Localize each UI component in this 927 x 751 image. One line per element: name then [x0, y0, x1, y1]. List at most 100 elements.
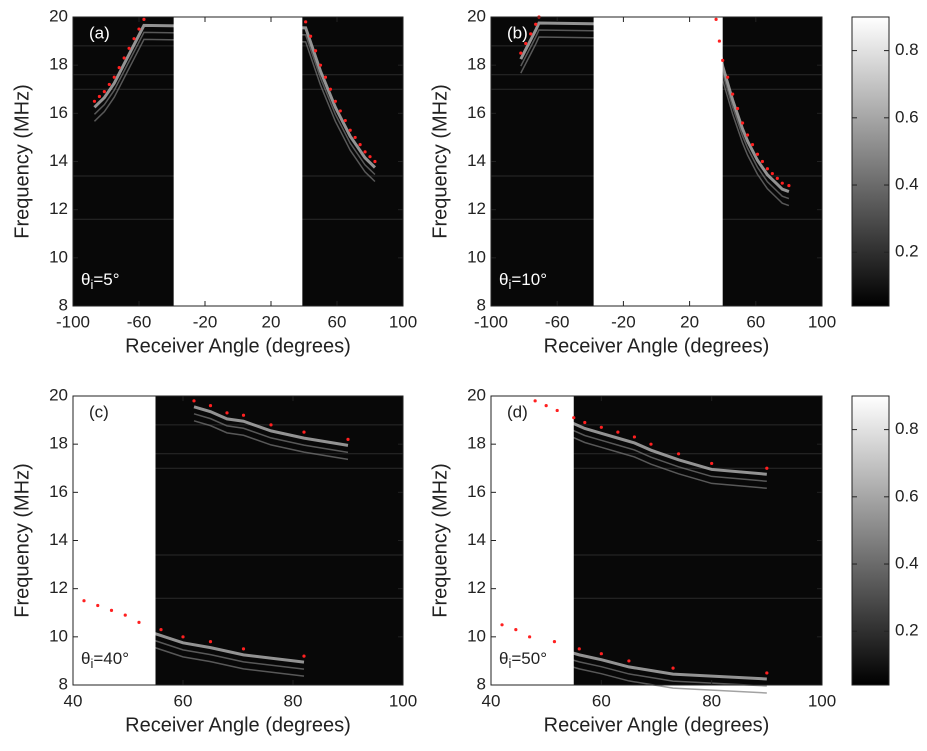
data-point: [348, 128, 352, 132]
x-tick-label: 40: [482, 691, 501, 710]
data-point: [726, 75, 730, 79]
colorbar-tick-label: 0.4: [895, 175, 919, 194]
y-tick-label: 10: [49, 626, 68, 645]
colorbar-tick-label: 0.6: [895, 107, 919, 126]
data-point: [671, 666, 675, 670]
x-tick-label: 80: [284, 691, 303, 710]
data-point: [181, 635, 185, 639]
annotation-subscript: i: [508, 656, 511, 671]
y-tick-label: 8: [59, 295, 68, 314]
masked-region: [73, 396, 156, 685]
x-axis-label: Receiver Angle (degrees): [544, 714, 770, 736]
x-tick-label: 100: [389, 691, 417, 710]
data-point: [353, 135, 357, 140]
y-tick-label: 20: [49, 385, 68, 404]
data-point: [318, 63, 323, 67]
y-tick-label: 14: [49, 151, 68, 170]
data-point: [519, 51, 523, 55]
y-tick-label: 20: [467, 6, 486, 25]
colorbar-tick-label: 0.4: [895, 554, 919, 573]
annotation-text: =5°: [93, 270, 119, 289]
data-point: [735, 106, 740, 111]
data-point: [123, 613, 127, 617]
data-point: [338, 109, 342, 113]
y-tick-label: 20: [49, 6, 68, 25]
data-point: [323, 75, 328, 79]
data-point: [96, 603, 100, 608]
streak: [93, 31, 376, 176]
data-point: [122, 56, 126, 60]
data-point: [328, 87, 332, 91]
y-tick-label: 12: [467, 199, 486, 218]
y-tick-label: 16: [49, 482, 68, 501]
data-point: [721, 58, 725, 62]
data-point: [304, 20, 308, 24]
x-axis-label: Receiver Angle (degrees): [125, 714, 351, 736]
data-point: [765, 671, 769, 675]
annotation-text: =50°: [511, 649, 547, 668]
data-point: [583, 420, 587, 425]
panel-annotation: θi=10°: [499, 270, 547, 292]
annotation-text: =40°: [93, 649, 129, 668]
data-point: [750, 143, 755, 147]
data-point: [760, 159, 765, 164]
data-point: [208, 404, 213, 408]
data-point: [241, 413, 246, 417]
data-point: [775, 176, 779, 180]
data-point: [92, 99, 97, 103]
data-point: [555, 408, 559, 413]
colorbar: [851, 16, 890, 307]
data-point: [117, 65, 121, 70]
data-point: [528, 635, 532, 639]
y-tick-label: 16: [467, 482, 486, 501]
x-tick-label: 20: [262, 312, 281, 331]
x-tick-label: 100: [389, 312, 417, 331]
streak: [193, 413, 349, 454]
x-tick-label: 100: [808, 691, 836, 710]
masked-region: [173, 17, 303, 306]
y-tick-label: 8: [477, 295, 486, 314]
x-tick-label: -60: [545, 312, 570, 331]
y-tick-label: 8: [59, 674, 68, 693]
data-point: [731, 92, 735, 96]
panel-label: (b): [507, 23, 528, 42]
colorbar: [851, 395, 890, 686]
data-point: [159, 628, 163, 632]
data-point: [649, 442, 653, 446]
colorbar-tick-label: 0.8: [895, 40, 919, 59]
colorbar-tick-label: 0.8: [895, 419, 919, 438]
data-point: [127, 46, 131, 50]
data-point: [137, 620, 141, 624]
x-tick-label: 60: [746, 312, 765, 331]
panel-annotation: θi=40°: [81, 649, 129, 671]
data-point: [552, 640, 557, 644]
x-tick-label: -20: [611, 312, 636, 331]
y-tick-label: 14: [49, 530, 68, 549]
annotation-text: =10°: [511, 270, 547, 289]
data-point: [82, 599, 86, 603]
data-point: [241, 647, 246, 651]
streak: [93, 23, 376, 169]
panel-label: (c): [89, 402, 109, 421]
data-point: [524, 41, 528, 46]
data-point: [616, 430, 620, 434]
data-point: [534, 22, 538, 26]
data-point: [770, 171, 774, 176]
y-tick-label: 12: [49, 578, 68, 597]
y-tick-label: 14: [467, 530, 486, 549]
streak: [520, 36, 790, 207]
annotation-symbol: θ: [499, 649, 508, 668]
y-axis-label: Frequency (MHz): [11, 463, 33, 617]
data-point: [102, 90, 106, 94]
annotation-symbol: θ: [81, 270, 90, 289]
y-tick-label: 10: [49, 247, 68, 266]
data-point: [676, 452, 681, 456]
y-tick-label: 14: [467, 151, 486, 170]
data-point: [765, 466, 769, 470]
x-tick-label: 60: [174, 691, 193, 710]
y-tick-label: 18: [467, 55, 486, 74]
y-tick-label: 18: [49, 55, 68, 74]
x-tick-label: 60: [592, 691, 611, 710]
y-tick-label: 18: [467, 434, 486, 453]
